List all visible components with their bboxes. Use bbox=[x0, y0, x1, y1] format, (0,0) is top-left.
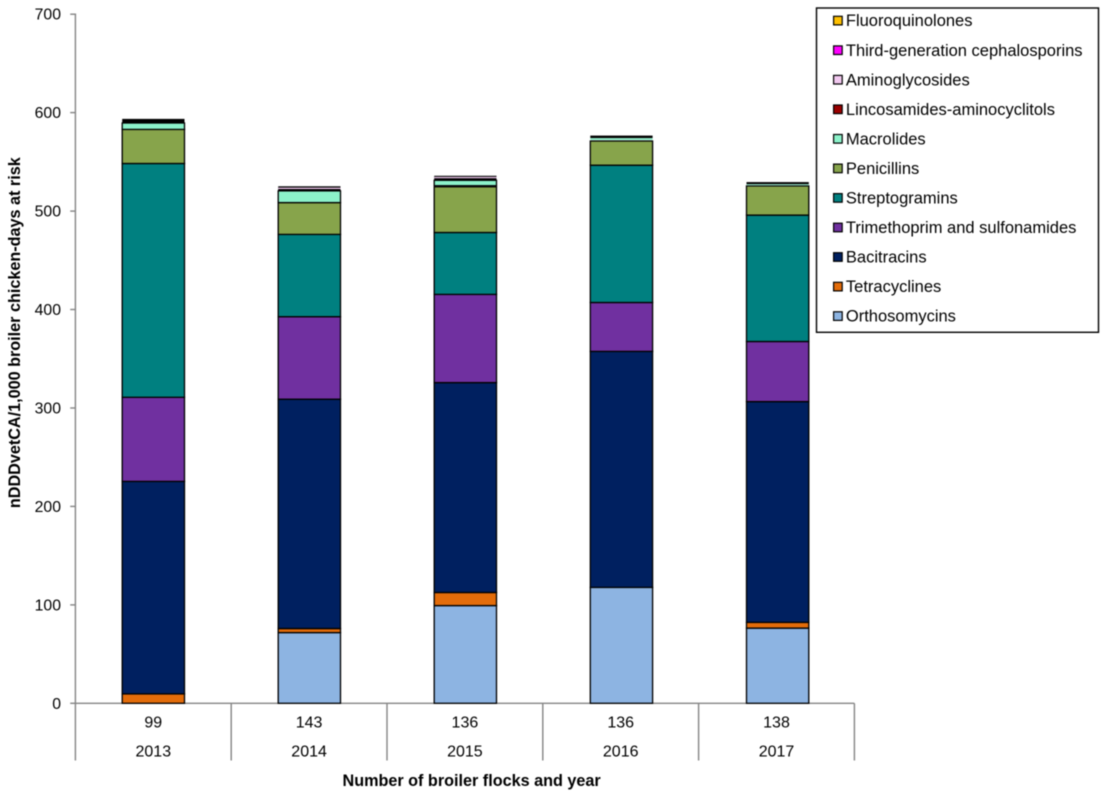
svg-text:Macrolides: Macrolides bbox=[846, 130, 926, 148]
svg-text:600: 600 bbox=[35, 105, 62, 122]
svg-text:Orthosomycins: Orthosomycins bbox=[846, 308, 956, 326]
svg-text:nDDDvetCA/1,000 broiler chicke: nDDDvetCA/1,000 broiler chicken-days at … bbox=[6, 156, 24, 508]
svg-text:Third-generation cephalosporin: Third-generation cephalosporins bbox=[846, 42, 1083, 60]
svg-text:2017: 2017 bbox=[759, 743, 795, 760]
svg-text:500: 500 bbox=[35, 204, 62, 221]
svg-text:400: 400 bbox=[35, 302, 62, 319]
svg-text:0: 0 bbox=[52, 696, 61, 713]
svg-text:300: 300 bbox=[35, 401, 62, 418]
svg-text:Lincosamides-aminocyclitols: Lincosamides-aminocyclitols bbox=[846, 101, 1055, 119]
svg-text:136: 136 bbox=[607, 715, 634, 732]
svg-text:138: 138 bbox=[763, 715, 790, 732]
svg-text:Fluoroquinolones: Fluoroquinolones bbox=[846, 12, 973, 30]
svg-text:2016: 2016 bbox=[603, 743, 639, 760]
svg-text:700: 700 bbox=[35, 7, 62, 24]
svg-text:100: 100 bbox=[35, 597, 62, 614]
svg-text:99: 99 bbox=[144, 715, 162, 732]
svg-text:Streptogramins: Streptogramins bbox=[846, 190, 958, 208]
svg-text:143: 143 bbox=[296, 715, 323, 732]
svg-text:2015: 2015 bbox=[447, 743, 483, 760]
svg-text:136: 136 bbox=[452, 715, 479, 732]
svg-text:Number of broiler flocks and y: Number of broiler flocks and year bbox=[343, 772, 602, 790]
svg-text:2013: 2013 bbox=[136, 743, 172, 760]
svg-text:Tetracyclines: Tetracyclines bbox=[846, 278, 941, 296]
svg-text:Trimethoprim and sulfonamides: Trimethoprim and sulfonamides bbox=[846, 219, 1076, 237]
svg-text:2014: 2014 bbox=[291, 743, 327, 760]
svg-text:200: 200 bbox=[35, 499, 62, 516]
svg-text:Aminoglycosides: Aminoglycosides bbox=[846, 71, 970, 89]
svg-text:Bacitracins: Bacitracins bbox=[846, 249, 927, 267]
svg-text:Penicillins: Penicillins bbox=[846, 160, 919, 178]
